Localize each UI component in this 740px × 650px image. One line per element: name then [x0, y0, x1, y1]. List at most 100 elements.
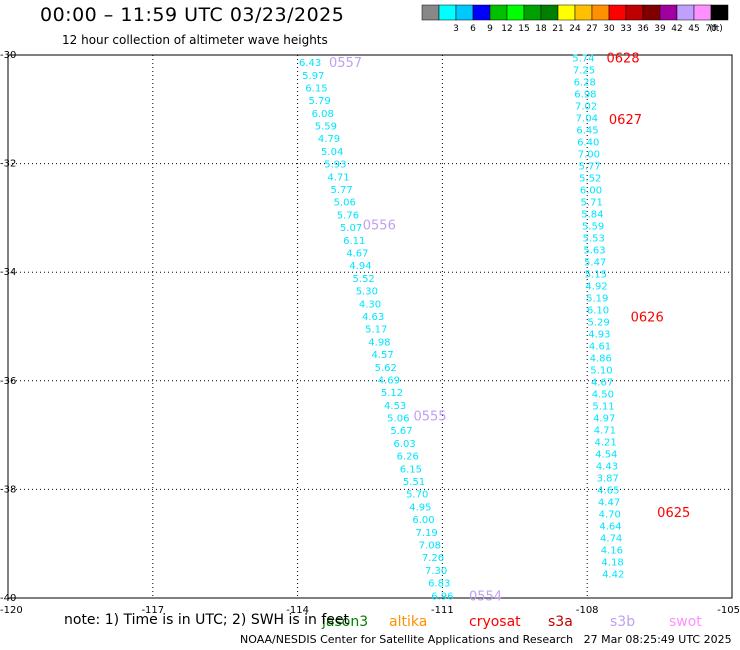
wave-height-value: 7.02: [575, 102, 597, 113]
pass-label: 0557: [329, 56, 362, 71]
wave-height-value: 5.06: [387, 414, 409, 425]
wave-height-value: 4.67: [591, 378, 613, 389]
wave-height-value: 3.87: [597, 474, 619, 485]
wave-height-value: 4.54: [595, 450, 617, 461]
wave-height-value: 7.04: [576, 114, 598, 125]
x-tick-label: -105: [717, 605, 740, 616]
wave-height-value: 4.71: [594, 426, 616, 437]
color-scale-label: 33: [620, 24, 631, 34]
wave-height-value: 4.95: [409, 502, 431, 513]
wave-height-value: 4.93: [588, 330, 610, 341]
color-scale-bin: [540, 4, 559, 21]
wave-height-value: 4.71: [327, 172, 349, 183]
color-scale-unit: (ft): [709, 24, 723, 34]
wave-height-value: 4.69: [378, 375, 400, 386]
color-scale-bin: [710, 4, 729, 21]
color-scale-label: 3: [453, 24, 459, 34]
satellite-legend-entry: s3b: [610, 614, 635, 630]
color-scale-bin: [455, 4, 474, 21]
chart-subtitle: 12 hour collection of altimeter wave hei…: [62, 33, 328, 47]
color-scale-label: 39: [654, 24, 666, 34]
wave-height-value: 4.30: [359, 299, 381, 310]
credit-line: NOAA/NESDIS Center for Satellite Applica…: [240, 633, 732, 646]
wave-height-value: 4.97: [593, 414, 615, 425]
color-scale-label: 9: [487, 24, 493, 34]
plot-frame: [7, 54, 733, 599]
y-tick-label: -38: [0, 484, 16, 495]
color-scale-bin: [693, 4, 712, 21]
wave-height-value: 5.52: [353, 274, 375, 285]
wave-height-value: 5.15: [585, 270, 607, 281]
color-scale-bin: [591, 4, 610, 21]
color-scale-bin: [625, 4, 644, 21]
color-scale-bin: [608, 4, 627, 21]
wave-height-value: 5.67: [390, 426, 412, 437]
wave-height-value: 4.94: [349, 261, 371, 272]
pass-labels: 0557 0556 0555 0554 0628 0627 0626 0625: [329, 52, 690, 605]
wave-height-value: 5.29: [588, 318, 610, 329]
wave-height-value: 4.65: [597, 486, 619, 497]
wave-height-value: 6.08: [312, 109, 334, 120]
color-scale-bin: [421, 4, 440, 21]
wave-height-value: 5.97: [302, 71, 324, 82]
color-scale-label: 12: [501, 24, 512, 34]
wave-height-value: 5.30: [356, 287, 378, 298]
wave-height-value: 6.96: [431, 591, 453, 602]
y-tick-label: -40: [0, 593, 16, 604]
satellite-legend-entry: jason3: [321, 614, 368, 630]
wave-height-value: 6.15: [400, 464, 422, 475]
wave-height-value: 5.19: [586, 294, 608, 305]
wave-height-value: 7.19: [416, 528, 438, 539]
wave-height-value: 5.17: [365, 325, 387, 336]
wave-height-value: 4.47: [598, 498, 620, 509]
wave-height-value: 5.59: [315, 122, 337, 133]
color-scale-bin: [676, 4, 695, 21]
color-scale-label: 24: [569, 24, 581, 34]
wave-height-value: 7.08: [419, 541, 441, 552]
wave-height-value: 6.40: [577, 138, 599, 149]
grid-lines: [8, 55, 732, 598]
pass-label: 0626: [631, 311, 664, 326]
pass-label: 0556: [363, 218, 396, 233]
color-scale-bin: [472, 4, 491, 21]
x-tick-label: -108: [576, 605, 599, 616]
wave-height-value: 5.06: [334, 198, 356, 209]
x-tick-label: -117: [141, 605, 164, 616]
wave-height-value: 6.00: [580, 186, 602, 197]
pass-label: 0627: [609, 113, 642, 128]
satellite-legend-entry: swot: [669, 614, 702, 630]
color-scale-bin: [642, 4, 661, 21]
wave-height-value: 5.52: [579, 174, 601, 185]
pass-label: 0625: [657, 506, 690, 521]
color-scale-label: 45: [688, 24, 699, 34]
color-scale-bin: [574, 4, 593, 21]
color-scale-label: 15: [518, 24, 529, 34]
wave-height-value: 5.53: [583, 234, 605, 245]
color-scale-bin: [523, 4, 542, 21]
y-tick-label: -36: [0, 376, 16, 387]
color-scale-bin: [557, 4, 576, 21]
wave-height-value: 4.50: [592, 390, 614, 401]
wave-height-value: 4.64: [599, 522, 621, 533]
x-tick-label: -120: [0, 605, 23, 616]
note-text: note: 1) Time is in UTC; 2) SWH is in fe…: [64, 612, 350, 628]
pass-label: 0628: [607, 52, 640, 67]
color-scale-label: 6: [470, 24, 476, 34]
wave-height-value: 4.57: [371, 350, 393, 361]
wave-height-value: 4.42: [602, 570, 624, 581]
wave-height-value: 5.59: [582, 222, 604, 233]
wave-height-value: 4.92: [585, 282, 607, 293]
chart-title: 00:00 – 11:59 UTC 03/23/2025: [40, 4, 345, 26]
color-scale-label: 42: [671, 24, 682, 34]
wave-height-value: 6.43: [299, 58, 321, 69]
satellite-legend-entry: cryosat: [469, 614, 521, 630]
pass-label: 0554: [469, 589, 502, 604]
wave-height-value: 5.71: [581, 198, 603, 209]
satellite-legend-entry: s3a: [548, 614, 573, 630]
color-scale-label: 30: [603, 24, 615, 34]
wave-height-value: 6.26: [397, 452, 419, 463]
color-scale-bin: [506, 4, 525, 21]
color-scale-legend: 3 6 9 12 15 18 21 24 27 30 33 36 39 42 45 70(ft)jason3 a…: [321, 4, 729, 630]
wave-height-value: 6.98: [574, 90, 596, 101]
wave-height-value: 7.00: [578, 150, 600, 161]
